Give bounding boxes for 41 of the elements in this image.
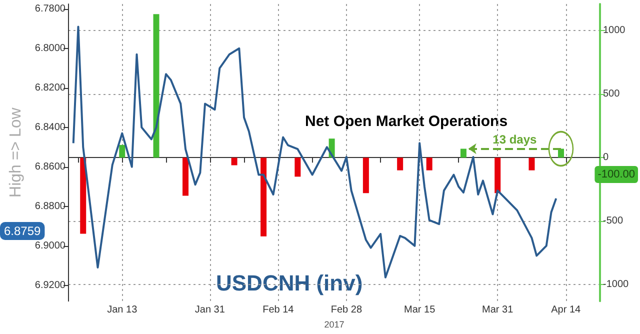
series-label: Net Open Market Operations (305, 113, 508, 130)
bar (494, 158, 501, 194)
bar (528, 158, 535, 170)
bar (397, 158, 404, 170)
x-tick-label: Apr 14 (551, 304, 582, 316)
x-tick-label: Jan 31 (194, 304, 226, 316)
bar (460, 148, 466, 158)
x-axis-title: 2017 (324, 320, 344, 330)
bar (153, 14, 160, 158)
y-axis-title: High => Low (8, 107, 24, 198)
bar (80, 158, 86, 234)
y-tick-label: 6.8000 (34, 42, 66, 54)
text: 6.8759 (4, 224, 42, 238)
x-tick-label: Mar 31 (482, 304, 514, 316)
bar (426, 158, 432, 170)
bar (231, 158, 238, 166)
x-tick-label: Feb 28 (330, 304, 362, 316)
bar (362, 158, 369, 194)
y2-tick-label: 1000 (603, 25, 626, 36)
series-label: USDCNH (inv) (216, 270, 363, 296)
bar (294, 158, 301, 177)
x-tick-label: Feb 14 (262, 304, 294, 316)
bar (119, 144, 126, 158)
y2-tick-label: -500 (603, 216, 624, 227)
y-tick-label: 6.9000 (34, 240, 66, 252)
bar (182, 158, 189, 196)
bar (558, 148, 564, 158)
x-tick-label: Mar 15 (404, 304, 436, 316)
y-tick-label: 6.8400 (34, 122, 66, 133)
y2-tick-label: 500 (603, 88, 620, 100)
y-tick-label: 6.9200 (34, 280, 66, 291)
annotation: -100.00 (598, 168, 636, 180)
x-tick-label: Jan 13 (107, 304, 138, 316)
y2-tick-label: 0 (603, 152, 609, 164)
y-tick-label: 6.7800 (34, 3, 66, 14)
y-tick-label: 6.8200 (34, 82, 66, 94)
y2-tick-label: -1000 (603, 279, 630, 290)
annotation: 13 days (492, 132, 537, 147)
y-tick-label: 6.8800 (34, 200, 66, 212)
y-tick-label: 6.8600 (34, 161, 66, 172)
bar (260, 158, 267, 236)
